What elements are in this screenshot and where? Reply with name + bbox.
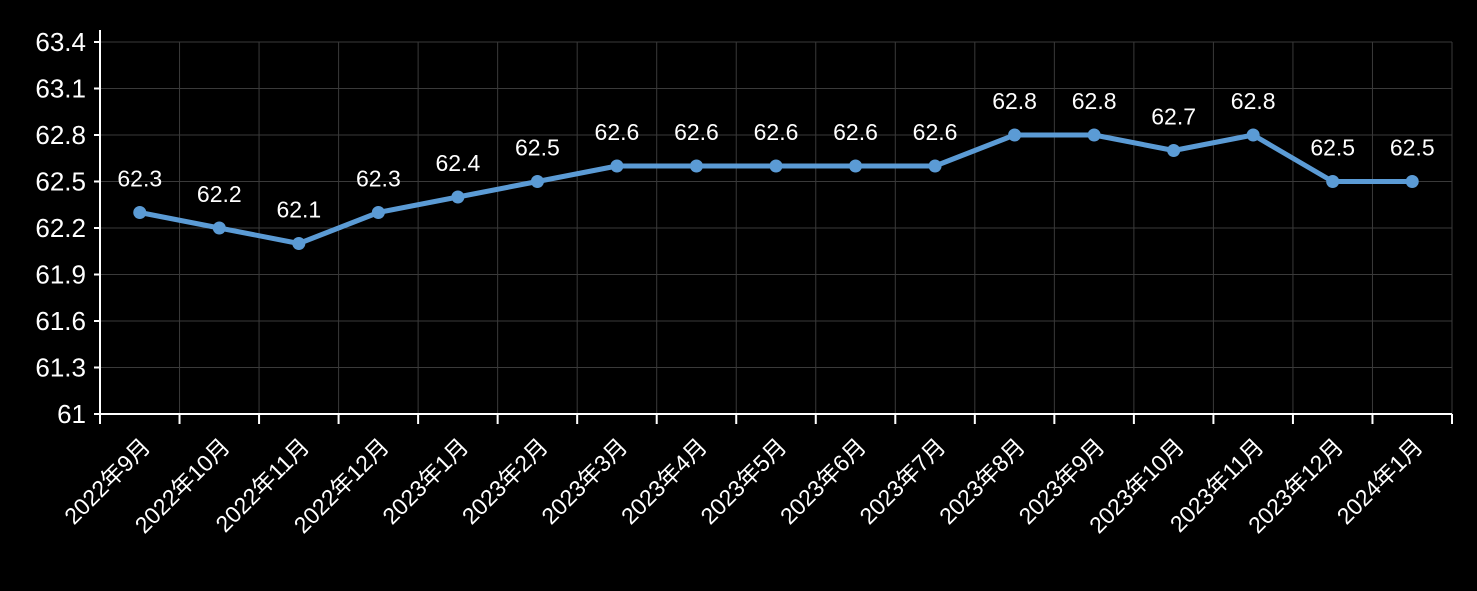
series-line [137, 132, 1415, 246]
grid [100, 41, 1453, 414]
data-label: 62.6 [833, 119, 878, 145]
data-label: 62.4 [435, 150, 480, 176]
x-tick-label: 2023年8月 [934, 433, 1030, 529]
x-axis-tick-labels: 2022年9月2022年10月2022年11月2022年12月2023年1月20… [59, 433, 1428, 538]
data-label: 62.6 [913, 119, 958, 145]
y-tick-label: 61 [57, 399, 86, 429]
data-label: 62.8 [992, 88, 1037, 114]
data-point [451, 190, 465, 204]
axes [94, 30, 1453, 424]
data-label: 62.6 [754, 119, 799, 145]
y-tick-label: 62.8 [35, 120, 86, 150]
data-point [1167, 144, 1181, 157]
y-tick-label: 62.2 [35, 213, 86, 243]
x-tick-label: 2023年2月 [457, 433, 553, 529]
data-point [1326, 175, 1340, 188]
x-tick-label: 2023年3月 [536, 433, 632, 529]
y-tick-label: 61.3 [35, 353, 86, 383]
y-axis-tick-labels: 61 61.3 61.6 61.9 62.2 62.5 62.8 63.1 63.4 [35, 27, 86, 429]
y-tick-label: 63.4 [35, 27, 86, 57]
data-point [530, 175, 544, 188]
data-point [212, 221, 226, 235]
data-label: 62.8 [1072, 88, 1117, 114]
x-tick-label: 2024年1月 [1332, 433, 1428, 529]
data-point [371, 206, 385, 219]
data-label: 62.2 [197, 181, 242, 207]
data-point [133, 206, 147, 219]
data-point [1405, 175, 1419, 188]
data-point [1087, 128, 1101, 142]
data-point [292, 237, 306, 250]
data-point [689, 159, 703, 173]
x-tick-label: 2023年7月 [854, 433, 950, 529]
data-point [849, 159, 863, 173]
data-point [1008, 128, 1022, 142]
data-label: 62.5 [515, 135, 560, 161]
data-point [928, 159, 942, 173]
data-label: 62.3 [356, 166, 401, 192]
y-tick-label: 63.1 [35, 74, 86, 104]
data-label: 62.3 [117, 166, 162, 192]
data-label: 62.1 [276, 197, 321, 223]
data-label: 62.8 [1231, 88, 1276, 114]
x-tick-label: 2023年1月 [377, 433, 473, 529]
data-point [610, 159, 624, 173]
data-label: 62.5 [1390, 135, 1435, 161]
y-tick-label: 62.5 [35, 167, 86, 197]
data-labels: 62.3 62.2 62.1 62.3 62.4 62.5 62.6 62.6 62.6 62.6… [117, 88, 1434, 223]
data-point [1246, 128, 1260, 142]
y-tick-label: 61.6 [35, 306, 86, 336]
x-tick-label: 2023年4月 [616, 433, 712, 529]
x-tick-label: 2023年6月 [775, 433, 871, 529]
data-label: 62.5 [1310, 135, 1355, 161]
data-label: 62.6 [674, 119, 719, 145]
data-label: 62.6 [595, 119, 640, 145]
y-tick-label: 61.9 [35, 260, 86, 290]
x-tick-label: 2023年5月 [695, 433, 791, 529]
series [133, 128, 1419, 250]
data-point [769, 159, 783, 173]
data-label: 62.7 [1151, 104, 1196, 130]
